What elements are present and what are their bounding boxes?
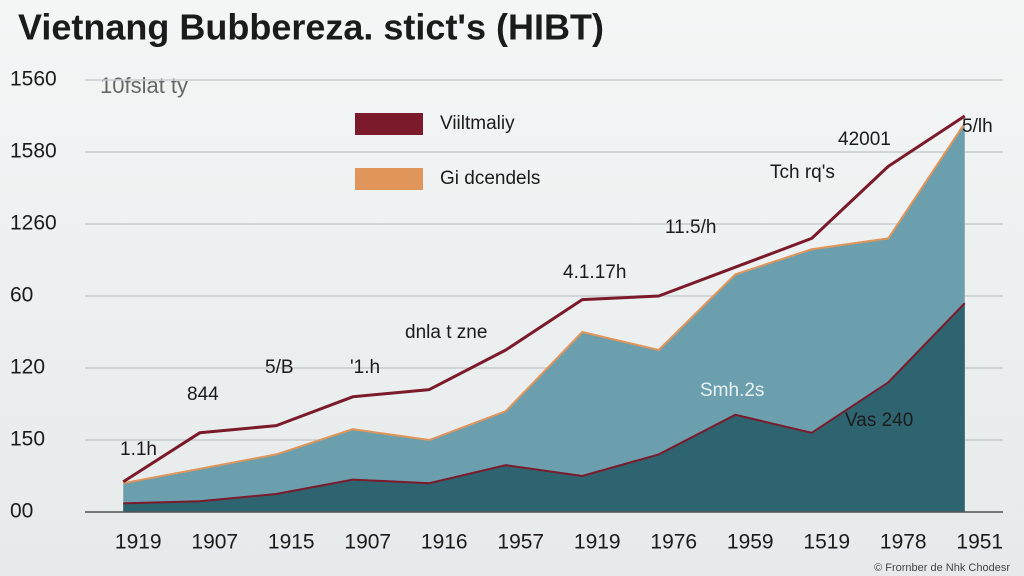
- y-tick-label: 1580: [10, 140, 57, 163]
- y-tick-label: 150: [10, 428, 45, 451]
- area-edge: [123, 302, 966, 505]
- y-tick-label: 1560: [10, 68, 57, 91]
- x-tick-label: 1919: [574, 531, 621, 554]
- chart-title: Vietnang Bubbereza. stict's (HIBT): [18, 7, 604, 48]
- legend-swatch: [355, 113, 423, 135]
- annotation: 1.1h: [120, 439, 157, 460]
- legend-label: Viiltmaliy: [440, 113, 515, 134]
- annotation: 844: [187, 384, 219, 405]
- annotation: 11.5/h: [665, 217, 716, 238]
- x-tick-label: 1915: [268, 531, 315, 554]
- area: [123, 303, 965, 512]
- legend-label: Gi dcendels: [440, 168, 540, 189]
- x-tick-label: 1976: [650, 531, 697, 554]
- y-tick-label: 00: [10, 500, 33, 523]
- x-tick-label: 1916: [421, 531, 468, 554]
- annotation: Smh.2s: [700, 380, 764, 401]
- annotation: 4.1.17h: [563, 262, 626, 283]
- annotation: dnla t zne: [405, 322, 487, 343]
- x-tick-label: 1919: [115, 531, 162, 554]
- x-tick-label: 1978: [880, 531, 927, 554]
- annotation: Tch rq's: [770, 162, 835, 183]
- line: [122, 114, 966, 484]
- annotation: '1.h: [350, 357, 380, 378]
- annotation: 5/lh: [962, 116, 993, 137]
- y-tick-label: 1260: [10, 212, 57, 235]
- y-tick-label: 60: [10, 284, 33, 307]
- area: [123, 123, 965, 512]
- subtitle: 10fslat ty: [100, 73, 188, 98]
- area-edge: [123, 122, 966, 485]
- x-tick-label: 1951: [956, 531, 1003, 554]
- x-tick-label: 1957: [497, 531, 544, 554]
- x-tick-label: 1959: [727, 531, 774, 554]
- footnote: © Frornber de Nhk Chodesr: [874, 562, 1010, 574]
- annotation: 5/B: [265, 357, 294, 378]
- annotation: 42001: [838, 129, 891, 150]
- legend-swatch: [355, 168, 423, 190]
- y-tick-label: 120: [10, 356, 45, 379]
- x-tick-label: 1907: [191, 531, 238, 554]
- x-tick-label: 1907: [344, 531, 391, 554]
- x-tick-label: 1519: [803, 531, 850, 554]
- annotation: Vas 240: [845, 410, 913, 431]
